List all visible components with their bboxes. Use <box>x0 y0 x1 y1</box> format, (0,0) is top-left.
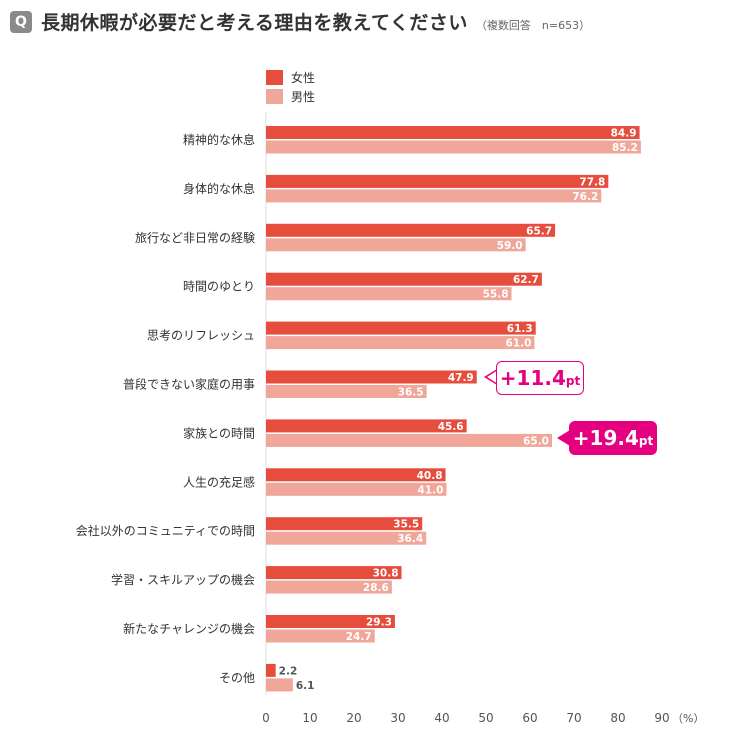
value-label: 59.0 <box>497 240 523 252</box>
x-axis-unit: （%） <box>672 712 704 725</box>
bar-female <box>266 272 542 286</box>
legend-label-male: 男性 <box>291 90 316 104</box>
category-label: 時間のゆとり <box>183 280 255 294</box>
category-label: 会社以外のコミュニティでの時間 <box>76 523 255 538</box>
value-label: 45.6 <box>438 421 464 433</box>
value-label: 30.8 <box>373 568 399 580</box>
legend-swatch-female <box>266 70 283 85</box>
value-label: 76.2 <box>572 191 598 203</box>
bar-female <box>266 126 640 139</box>
question-badge: Q <box>10 11 32 33</box>
difference-value: +11.4 <box>499 366 566 390</box>
bar-male <box>266 678 293 692</box>
value-label: 77.8 <box>579 176 605 188</box>
bar-female <box>266 615 395 628</box>
difference-unit: pt <box>638 434 654 448</box>
value-label: 65.0 <box>523 435 549 447</box>
difference-unit: pt <box>565 374 581 388</box>
bar-male <box>266 140 641 154</box>
value-label: 62.7 <box>513 274 539 286</box>
value-label: 65.7 <box>526 225 552 237</box>
bar-female <box>266 370 477 384</box>
x-tick-label: 0 <box>262 711 270 725</box>
x-tick-label: 50 <box>478 711 493 725</box>
value-label: 85.2 <box>612 142 638 154</box>
bar-female <box>266 419 467 433</box>
legend-label-female: 女性 <box>291 71 316 85</box>
value-label: 61.3 <box>507 323 533 335</box>
category-label: 普段できない家庭の用事 <box>123 377 255 392</box>
bar-male <box>266 336 535 350</box>
value-label: 36.4 <box>397 533 423 545</box>
x-tick-label: 70 <box>566 711 581 725</box>
category-label: 思考のリフレッシュ <box>147 329 255 343</box>
bar-female <box>266 223 556 237</box>
value-label: 47.9 <box>448 372 474 384</box>
value-label: 6.1 <box>296 680 315 692</box>
x-tick-label: 60 <box>522 711 537 725</box>
x-tick-label: 10 <box>302 711 317 725</box>
category-label: 学習・スキルアップの機会 <box>111 572 255 587</box>
value-label: 2.2 <box>279 665 298 677</box>
callout-pointer-fill <box>487 370 498 384</box>
chart-subtitle: （複数回答 n=653） <box>475 19 591 32</box>
value-label: 84.9 <box>611 128 637 140</box>
value-label: 36.5 <box>398 387 424 399</box>
chart-header: Q 長期休暇が必要だと考える理由を教えてください （複数回答 n=653） <box>10 9 722 37</box>
callout-pointer <box>557 430 570 446</box>
value-label: 29.3 <box>366 617 392 629</box>
value-label: 35.5 <box>393 519 419 531</box>
value-label: 24.7 <box>346 631 372 643</box>
value-label: 28.6 <box>363 582 389 594</box>
chart-title: 長期休暇が必要だと考える理由を教えてください （複数回答 n=653） <box>41 9 590 40</box>
bar-male <box>266 287 512 301</box>
bar-female <box>266 663 276 677</box>
bar-male <box>266 482 447 496</box>
bar-female <box>266 468 446 482</box>
x-tick-label: 80 <box>610 711 625 725</box>
category-label: 人生の充足感 <box>183 474 255 489</box>
difference-value: +19.4 <box>572 426 639 450</box>
legend-item-male: 男性 <box>266 87 315 106</box>
category-label: その他 <box>219 671 255 685</box>
x-tick-label: 30 <box>390 711 405 725</box>
bar-male <box>266 531 427 545</box>
difference-callout-household: +11.4pt <box>496 361 584 395</box>
bar-male <box>266 189 602 203</box>
category-label: 旅行など非日常の経験 <box>135 230 255 245</box>
bar-female <box>266 566 402 580</box>
bar-female <box>266 321 536 335</box>
x-tick-label: 40 <box>434 711 449 725</box>
value-label: 40.8 <box>417 470 443 482</box>
legend-swatch-male <box>266 89 283 104</box>
bar-male <box>266 238 526 252</box>
value-label: 55.8 <box>483 289 509 301</box>
value-label: 41.0 <box>417 484 443 496</box>
legend-item-female: 女性 <box>266 68 315 87</box>
category-label: 身体的な休息 <box>183 181 255 196</box>
bar-male <box>266 433 552 447</box>
bar-female <box>266 174 609 188</box>
legend: 女性 男性 <box>266 68 315 106</box>
difference-callout-family-time: +19.4pt <box>569 421 657 455</box>
bar-male <box>266 580 392 594</box>
x-tick-label: 90 <box>654 711 669 725</box>
bar-female <box>266 517 423 531</box>
x-tick-label: 20 <box>346 711 361 725</box>
bar-male <box>266 629 375 643</box>
bar-male <box>266 385 427 398</box>
category-label: 家族との時間 <box>183 425 255 440</box>
category-label: 新たなチャレンジの機会 <box>123 621 255 636</box>
chart-title-text: 長期休暇が必要だと考える理由を教えてください <box>41 12 468 34</box>
value-label: 61.0 <box>505 338 531 350</box>
category-label: 精神的な休息 <box>183 132 255 147</box>
